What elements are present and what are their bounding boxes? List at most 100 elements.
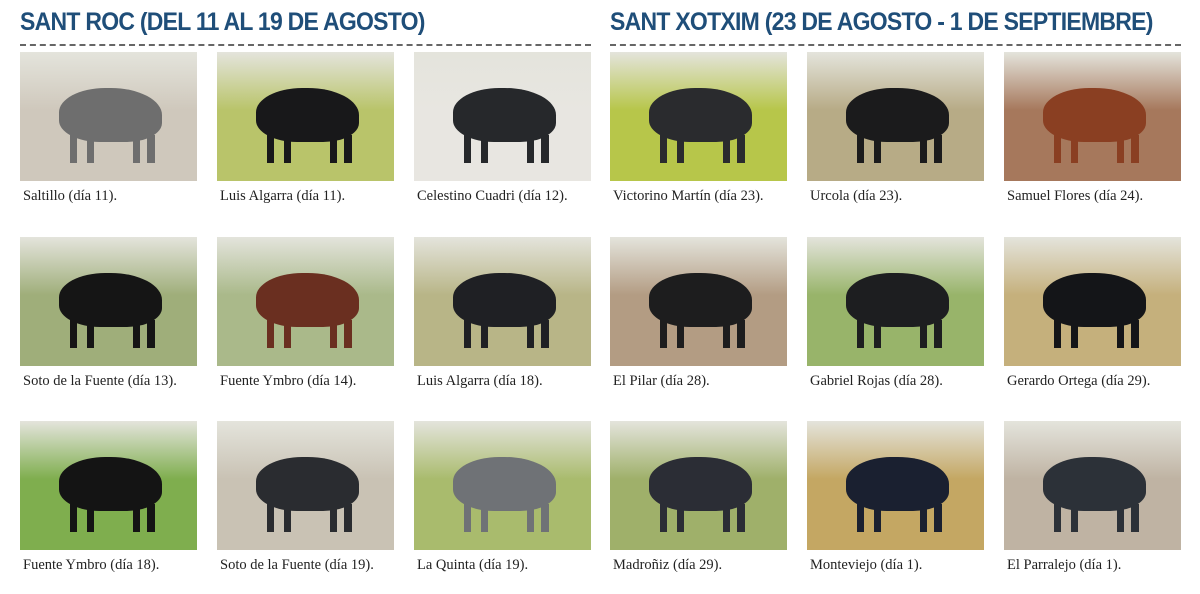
bull-leg (69, 319, 77, 348)
bull-leg (920, 503, 928, 532)
bull-photo (1004, 52, 1181, 181)
bull-photo (20, 52, 197, 181)
bull-leg (344, 319, 352, 348)
bull-leg (874, 134, 882, 163)
bull-leg (527, 503, 535, 532)
bull-card: El Parralejo (día 1). (1004, 421, 1181, 573)
bull-leg (1053, 503, 1061, 532)
bull-leg (659, 503, 667, 532)
bull-leg (1071, 319, 1079, 348)
divider (610, 44, 1181, 46)
bull-card: El Pilar (día 28). (610, 237, 787, 389)
bull-photo (414, 421, 591, 550)
bull-leg (1053, 319, 1061, 348)
bull-caption: Soto de la Fuente (día 13). (23, 373, 177, 389)
bull-caption: Urcola (día 23). (810, 188, 903, 204)
bull-card: La Quinta (día 19). (414, 421, 591, 573)
section-title: SANT XOTXIM (23 DE AGOSTO - 1 DE SEPTIEM… (610, 8, 1153, 36)
bull-card: Soto de la Fuente (día 19). (217, 421, 394, 573)
bull-card: Madroñiz (día 29). (610, 421, 787, 573)
bull-leg (527, 319, 535, 348)
bull-leg (284, 319, 292, 348)
bull-photo (217, 237, 394, 366)
bull-leg (856, 319, 864, 348)
bull-caption: La Quinta (día 19). (417, 557, 529, 573)
bull-leg (463, 319, 471, 348)
bull-silhouette (452, 88, 556, 143)
bull-leg (330, 134, 338, 163)
bull-card: Monteviejo (día 1). (807, 421, 984, 573)
bull-leg (330, 319, 338, 348)
bull-caption: Luis Algarra (día 11). (220, 188, 346, 204)
bull-leg (284, 503, 292, 532)
bull-leg (463, 503, 471, 532)
bull-leg (133, 134, 141, 163)
bull-leg (541, 134, 549, 163)
bull-silhouette (845, 457, 949, 512)
bull-leg (284, 134, 292, 163)
bull-leg (541, 503, 549, 532)
bull-leg (934, 134, 942, 163)
bull-leg (723, 319, 731, 348)
bull-caption: Soto de la Fuente (día 19). (220, 557, 374, 573)
bull-leg (481, 134, 489, 163)
bull-silhouette (58, 457, 162, 512)
bull-silhouette (648, 273, 752, 328)
bull-leg (1117, 503, 1125, 532)
bull-silhouette (648, 88, 752, 143)
bull-card: Luis Algarra (día 18). (414, 237, 591, 389)
bull-leg (659, 319, 667, 348)
bull-silhouette (255, 88, 359, 143)
bull-leg (920, 134, 928, 163)
bull-leg (856, 503, 864, 532)
bull-leg (266, 503, 274, 532)
bull-leg (723, 503, 731, 532)
bull-silhouette (255, 273, 359, 328)
bull-leg (856, 134, 864, 163)
bull-leg (463, 134, 471, 163)
bull-leg (723, 134, 731, 163)
bull-caption: Fuente Ymbro (día 14). (220, 373, 357, 389)
bull-caption: Luis Algarra (día 18). (417, 373, 543, 389)
bull-leg (659, 134, 667, 163)
bull-caption: Victorino Martín (día 23). (613, 188, 764, 204)
bull-leg (874, 319, 882, 348)
bull-leg (1131, 134, 1139, 163)
section-title: SANT ROC (DEL 11 AL 19 DE AGOSTO) (20, 8, 425, 36)
bull-leg (69, 503, 77, 532)
bull-caption: Monteviejo (día 1). (810, 557, 923, 573)
bull-leg (147, 503, 155, 532)
bull-caption: Madroñiz (día 29). (613, 557, 723, 573)
bull-leg (147, 134, 155, 163)
bull-leg (87, 319, 95, 348)
bull-silhouette (58, 273, 162, 328)
bull-silhouette (1042, 457, 1146, 512)
bull-photo (610, 421, 787, 550)
bull-silhouette (452, 273, 556, 328)
bull-photo (807, 237, 984, 366)
bull-leg (677, 134, 685, 163)
bull-photo (414, 52, 591, 181)
bull-silhouette (648, 457, 752, 512)
bull-photo (414, 237, 591, 366)
bull-photo (1004, 421, 1181, 550)
bull-caption: El Parralejo (día 1). (1007, 557, 1122, 573)
bull-leg (737, 503, 745, 532)
bull-leg (527, 134, 535, 163)
bull-leg (344, 503, 352, 532)
bull-photo (217, 421, 394, 550)
bull-leg (133, 319, 141, 348)
bull-card: Fuente Ymbro (día 18). (20, 421, 197, 573)
bull-leg (737, 319, 745, 348)
bull-silhouette (845, 88, 949, 143)
bull-leg (677, 503, 685, 532)
bull-leg (1071, 503, 1079, 532)
bull-card: Saltillo (día 11). (20, 52, 197, 204)
bull-photo (217, 52, 394, 181)
bull-leg (266, 134, 274, 163)
bull-caption: Fuente Ymbro (día 18). (23, 557, 160, 573)
bull-card: Gerardo Ortega (día 29). (1004, 237, 1181, 389)
bull-caption: Samuel Flores (día 24). (1007, 188, 1144, 204)
bull-photo (807, 421, 984, 550)
bull-leg (1131, 319, 1139, 348)
